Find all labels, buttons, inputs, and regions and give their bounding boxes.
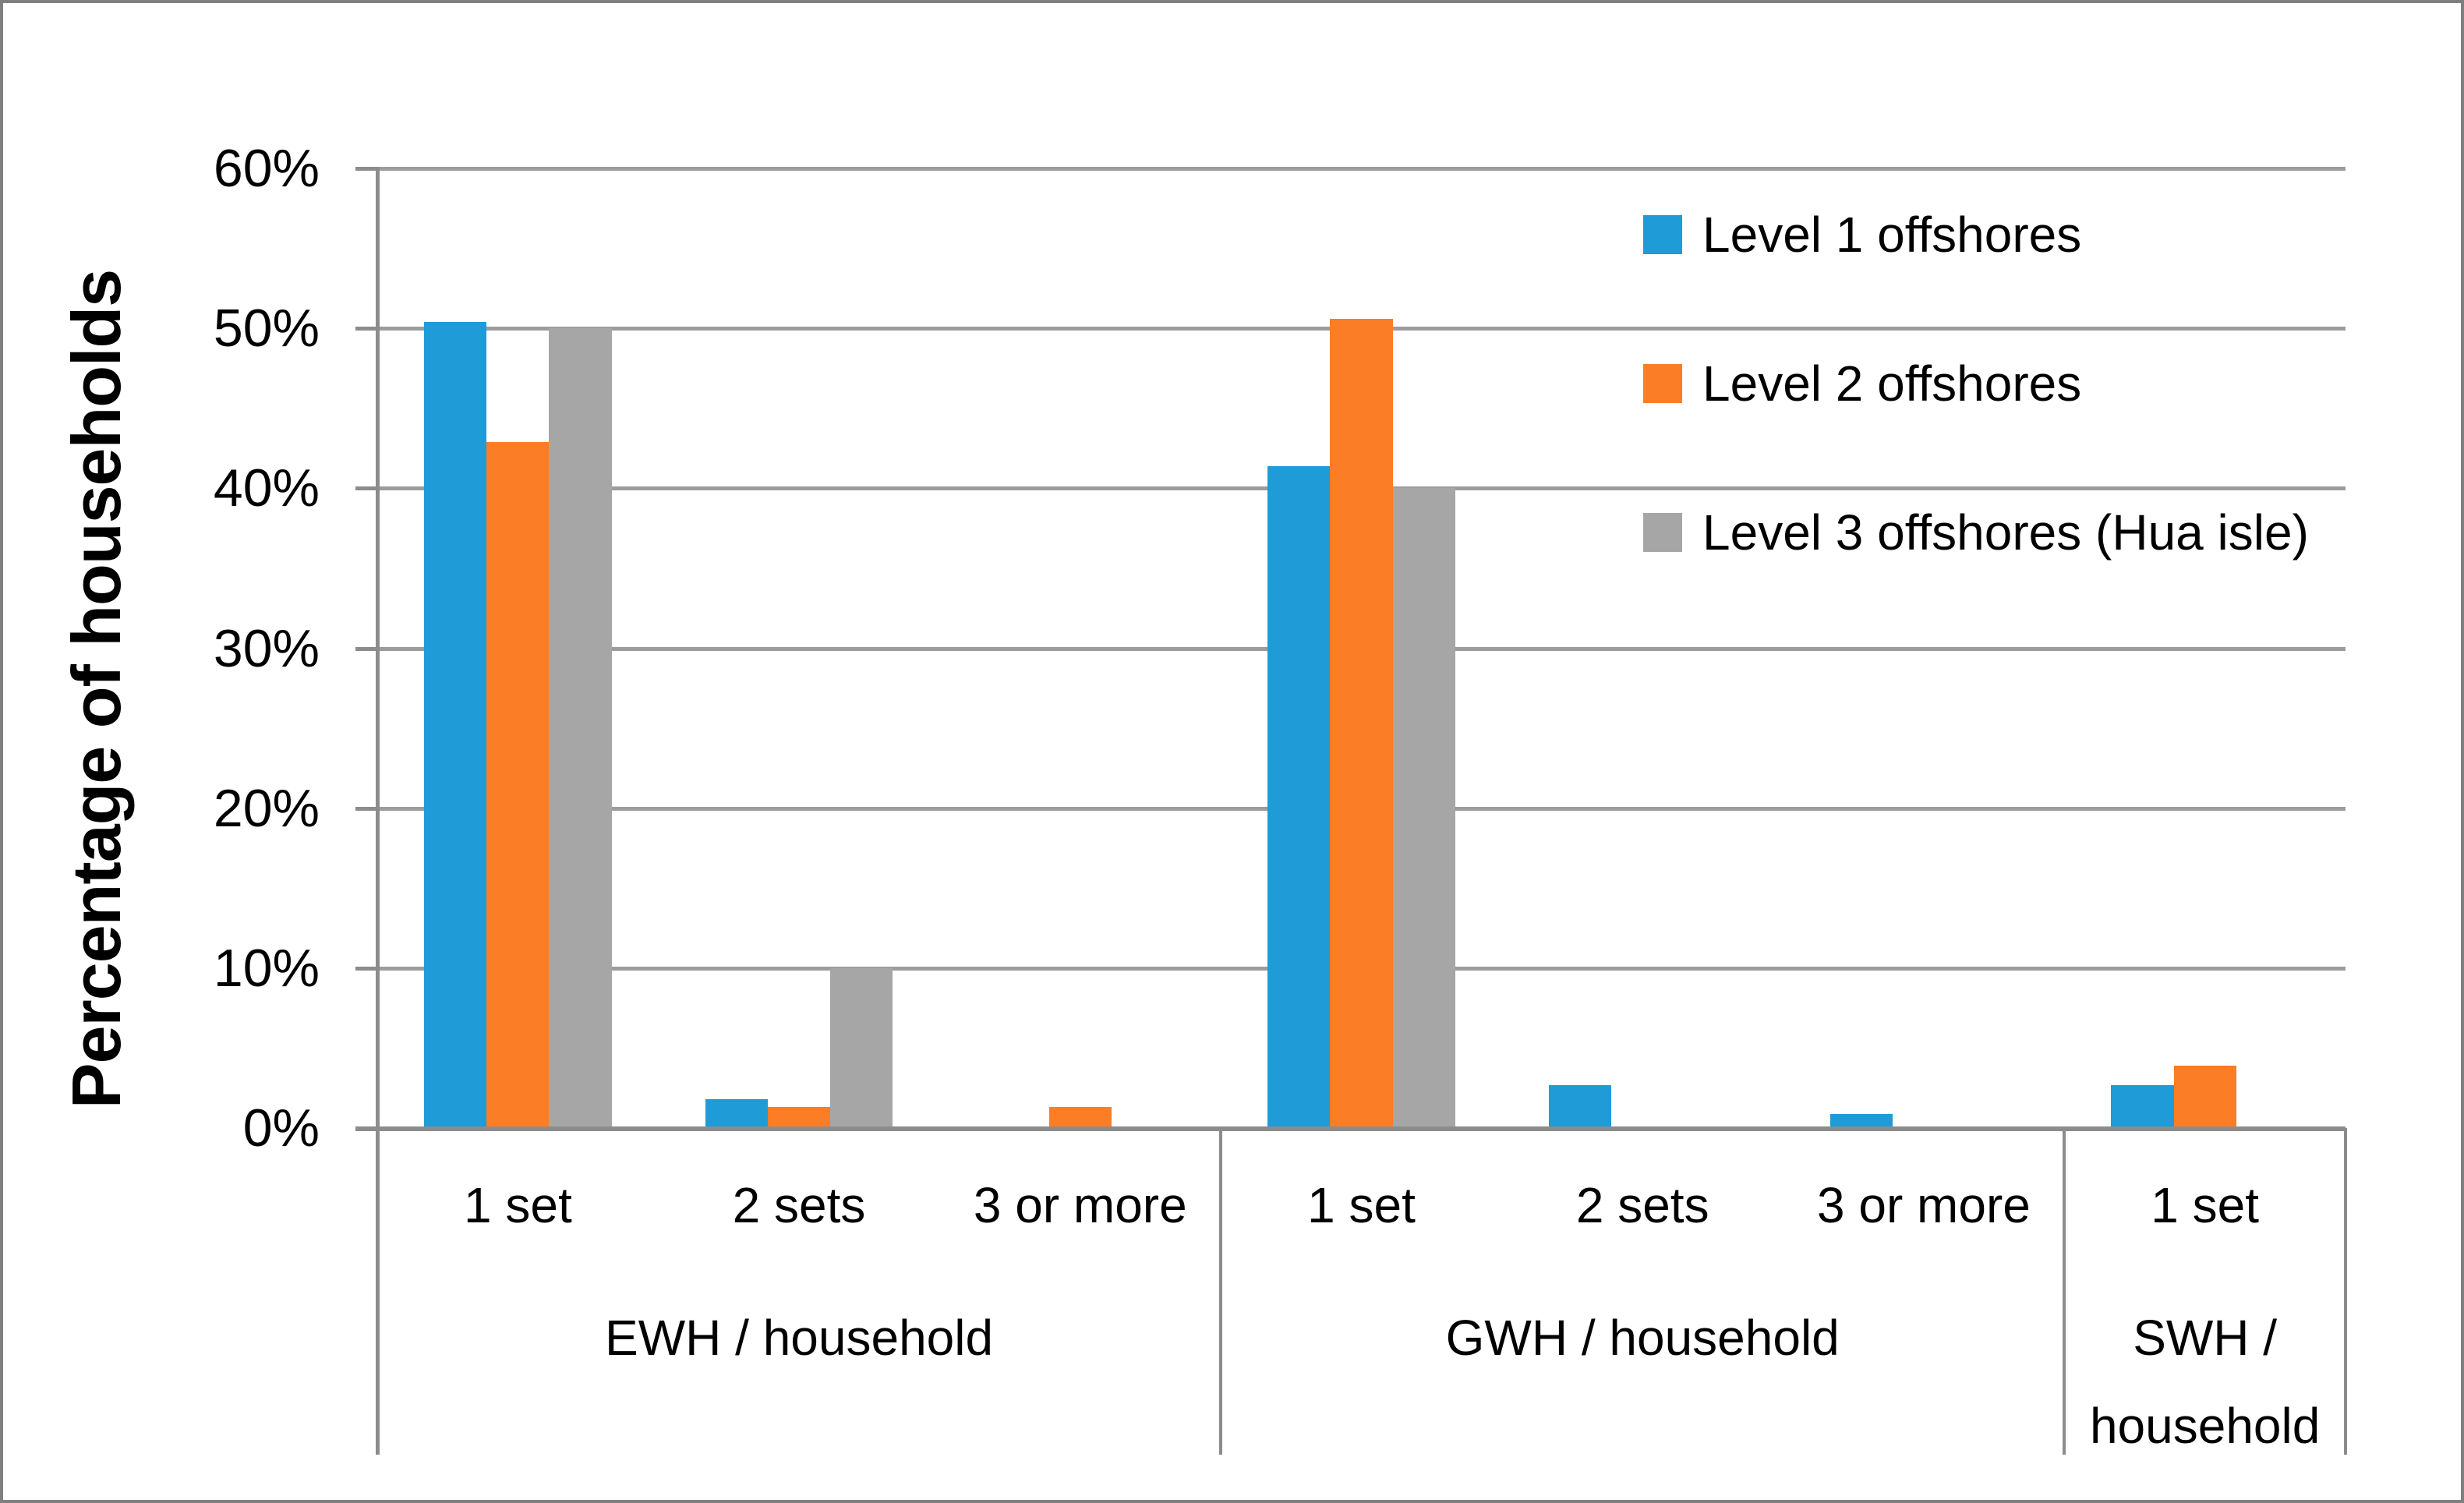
legend-item-level-1: Level 1 offshores [1643, 206, 2309, 263]
x-category-label: 1 set [1307, 1177, 1416, 1233]
x-category-label: 3 or more [1816, 1177, 2031, 1233]
bar-level-3-offshores-hua-isle--cat1 [830, 967, 893, 1128]
bar-level-1-offshores-cat5 [1829, 1113, 1893, 1128]
category-separator-line [2063, 1128, 2066, 1455]
bar-level-2-offshores-cat6 [2173, 1065, 2236, 1128]
x-group-label: GWH / household [1445, 1310, 1840, 1366]
category-separator-line [2344, 1128, 2347, 1455]
category-separator-line [1219, 1128, 1223, 1455]
bar-level-2-offshores-cat0 [486, 441, 550, 1128]
y-axis-tickmark [355, 486, 377, 491]
bar-level-2-offshores-cat3 [1330, 318, 1393, 1128]
y-tick-label: 50% [213, 299, 320, 359]
y-tick-label: 40% [213, 458, 320, 518]
y-tick-label: 10% [213, 938, 320, 998]
x-category-label: 1 set [2151, 1177, 2259, 1233]
legend-swatch-level-2-icon [1643, 364, 1682, 403]
legend-label-level-1: Level 1 offshores [1702, 207, 2082, 263]
bar-level-2-offshores-cat2 [1048, 1107, 1112, 1128]
x-axis-line [355, 1126, 2346, 1131]
x-group-label: SWH / household [2089, 1310, 2321, 1454]
x-group-label: EWH / household [605, 1310, 994, 1366]
bar-level-1-offshores-cat4 [1548, 1084, 1612, 1128]
legend-swatch-level-3-icon [1643, 513, 1682, 552]
x-category-label: 2 sets [1575, 1177, 1709, 1233]
bar-level-3-offshores-hua-isle--cat3 [1392, 488, 1455, 1128]
legend-label-level-2: Level 2 offshores [1702, 355, 2082, 412]
x-category-label: 1 set [463, 1177, 572, 1233]
y-axis-tickmark [355, 806, 377, 811]
legend-item-level-3: Level 3 offshores (Hua isle) [1643, 504, 2309, 561]
x-category-label: 3 or more [973, 1177, 1187, 1233]
y-axis-tickmark [355, 966, 377, 971]
legend-item-level-2: Level 2 offshores [1643, 355, 2309, 412]
y-axis-tickmark [355, 327, 377, 331]
legend-swatch-level-1-icon [1643, 215, 1682, 254]
gridline [377, 167, 2346, 171]
bar-level-1-offshores-cat1 [705, 1099, 768, 1128]
y-tick-label: 0% [242, 1098, 320, 1158]
y-tick-label: 60% [213, 139, 320, 198]
bar-level-3-offshores-hua-isle--cat0 [549, 328, 612, 1128]
y-tick-label: 20% [213, 778, 320, 838]
x-category-label: 2 sets [732, 1177, 866, 1233]
bar-level-1-offshores-cat0 [424, 321, 487, 1128]
legend-label-level-3: Level 3 offshores (Hua isle) [1702, 504, 2309, 561]
y-tick-label: 30% [213, 618, 320, 678]
y-axis-tickmark [355, 167, 377, 171]
y-axis-line [376, 167, 380, 1455]
bar-level-2-offshores-cat1 [767, 1107, 831, 1128]
y-axis-tickmark [355, 646, 377, 651]
bar-level-1-offshores-cat6 [2111, 1084, 2174, 1128]
bar-level-1-offshores-cat3 [1267, 465, 1331, 1128]
legend: Level 1 offshores Level 2 offshores Leve… [1643, 206, 2309, 561]
